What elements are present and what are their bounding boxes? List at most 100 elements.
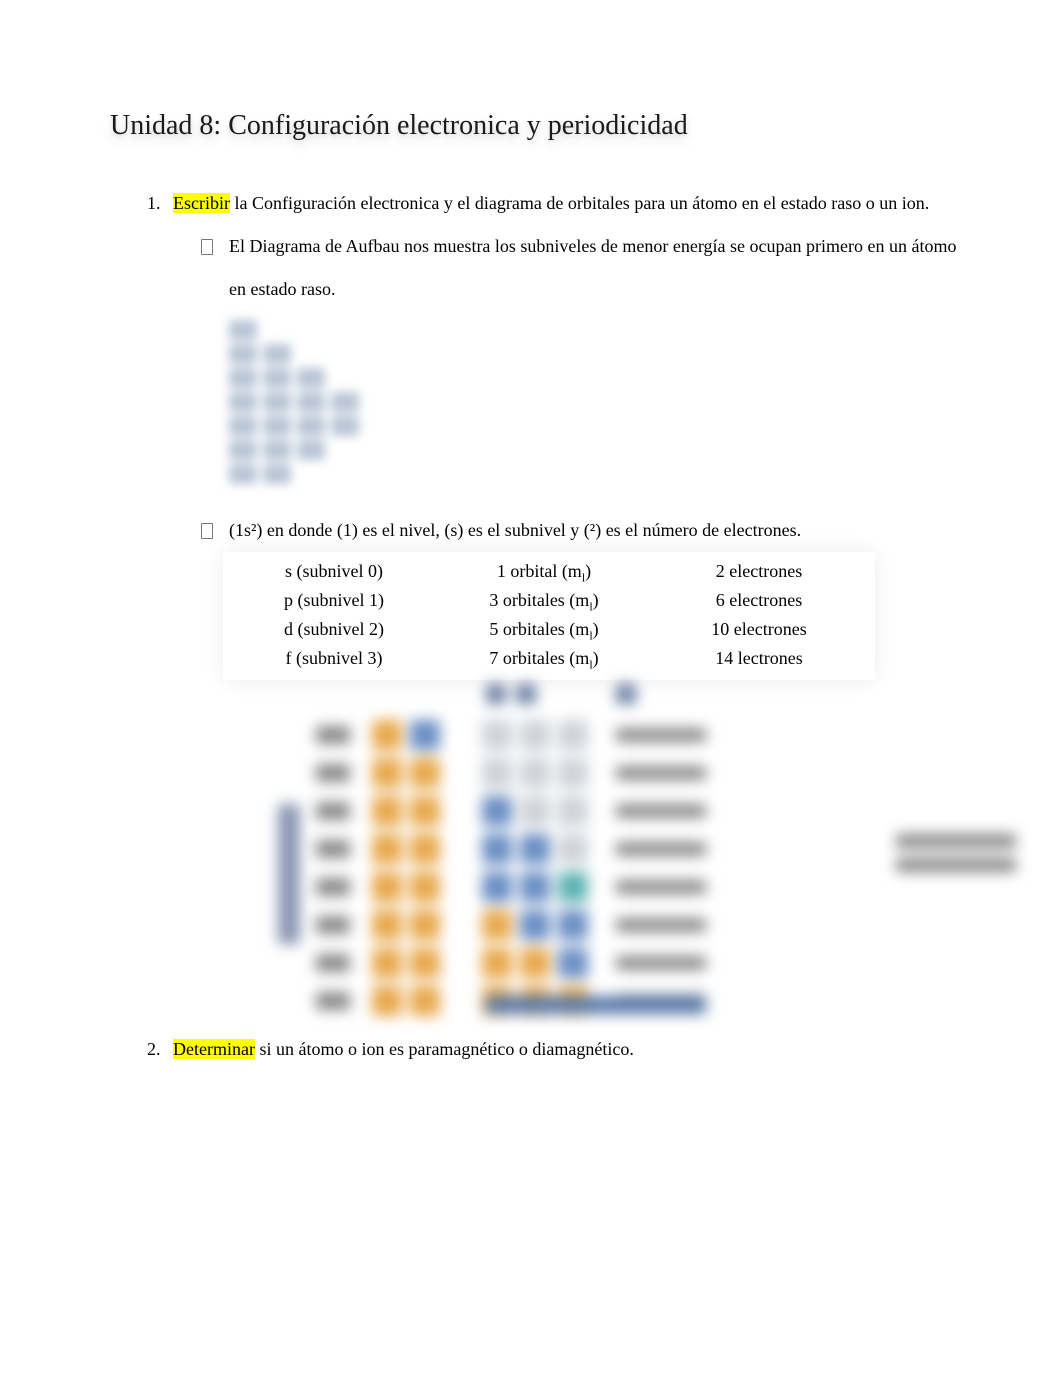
highlight-determinar: Determinar [173,1039,255,1059]
diagram-row [316,944,706,982]
table-cell-orbitales: 1 orbital (ml) [439,558,649,587]
table-row: d (subnivel 2)5 orbitales (ml)10 electro… [229,616,869,645]
diagram-cell [372,720,402,750]
diagram-row-label [316,878,350,896]
table-cell-orbitales: 5 orbitales (ml) [439,616,649,645]
header-square [516,684,536,704]
diagram-row [316,754,706,792]
aufbau-cell [229,416,257,436]
aufbau-cell [263,392,291,412]
aufbau-cell [229,464,257,484]
diagram-cell [520,796,550,826]
sub-bullet-list: El Diagrama de Aufbau nos muestra los su… [173,225,962,1014]
aufbau-cell [263,440,291,460]
diagram-cell [410,986,440,1016]
diagram-cell [410,948,440,978]
aufbau-row [229,392,399,414]
diagram-cell [410,796,440,826]
diagram-row-value [616,880,706,894]
aufbau-cell [263,416,291,436]
aufbau-row [229,416,399,438]
aufbau-cell [229,392,257,412]
diagram-cell [372,948,402,978]
aufbau-cell [263,464,291,484]
diagram-row-value [616,728,706,742]
aufbau-cell [297,440,325,460]
diagram-row [316,868,706,906]
document-page: Unidad 8: Configuración electronica y pe… [0,0,1062,1139]
aufbau-cell [229,320,257,340]
table-cell-electrones: 10 electrones [649,616,869,645]
diagram-cell [372,910,402,940]
table-cell-subnivel: p (subnivel 1) [229,587,439,616]
list-item-1: Escribir la Configuración electronica y … [165,182,962,1014]
page-title: Unidad 8: Configuración electronica y pe… [110,110,962,142]
diagram-cell [482,834,512,864]
diagram-row [316,830,706,868]
diagram-cell [558,720,588,750]
bullet-text-2: (1s²) en donde (1) es el nivel, (s) es e… [229,520,801,540]
sub-bullet-aufbau: El Diagrama de Aufbau nos muestra los su… [229,225,962,494]
diagram-cell [482,720,512,750]
diagram-legend [896,834,1016,882]
table-row: p (subnivel 1)3 orbitales (ml)6 electron… [229,587,869,616]
orbital-energy-diagram-image [316,684,876,1014]
table-cell-electrones: 2 electrones [649,558,869,587]
diagram-cell [482,872,512,902]
table-cell-subnivel: d (subnivel 2) [229,616,439,645]
diagram-row-label [316,726,350,744]
diagram-row-value [616,956,706,970]
numbered-list: Escribir la Configuración electronica y … [110,182,962,1071]
table-cell-electrones: 6 electrones [649,587,869,616]
table-cell-electrones: 14 lectrones [649,645,869,674]
item2-rest: si un átomo o ion es paramagnético o dia… [255,1039,634,1059]
diagram-row [316,716,706,754]
header-gap [546,684,606,704]
diagram-row-value [616,804,706,818]
aufbau-cell [263,368,291,388]
table-row: s (subnivel 0)1 orbital (ml)2 electrones [229,558,869,587]
table-cell-orbitales: 7 orbitales (ml) [439,645,649,674]
diagram-cell [372,758,402,788]
diagram-cell [482,796,512,826]
diagram-row-value [616,766,706,780]
diagram-row-label [316,764,350,782]
diagram-cell [372,872,402,902]
table-cell-subnivel: f (subnivel 3) [229,645,439,674]
aufbau-cell [229,440,257,460]
diagram-row-label [316,802,350,820]
diagram-cell [410,720,440,750]
table-cell-orbitales: 3 orbitales (ml) [439,587,649,616]
diagram-cell [372,986,402,1016]
aufbau-cell [297,368,325,388]
header-square [616,684,636,704]
aufbau-cell [229,368,257,388]
diagram-row-value [616,918,706,932]
diagram-row-label [316,840,350,858]
diagram-cell [520,948,550,978]
diagram-caption [486,996,706,1014]
diagram-cell [520,720,550,750]
diagram-cell [520,834,550,864]
diagram-cell [558,910,588,940]
aufbau-row [229,344,399,366]
diagram-cell [410,872,440,902]
aufbau-row [229,464,399,486]
diagram-cell [372,796,402,826]
aufbau-row [229,368,399,390]
diagram-cell [558,872,588,902]
diagram-row-label [316,954,350,972]
header-square [486,684,506,704]
diagram-cell [520,910,550,940]
table-row: f (subnivel 3)7 orbitales (ml)14 lectron… [229,645,869,674]
diagram-cell [520,758,550,788]
diagram-cell [482,758,512,788]
orbital-table: s (subnivel 0)1 orbital (ml)2 electrones… [229,558,869,674]
diagram-cell [482,948,512,978]
diagram-cell [558,834,588,864]
legend-line [896,858,1016,872]
aufbau-diagram-image [229,320,399,495]
diagram-cell [372,834,402,864]
aufbau-cell [331,416,359,436]
bullet-text-1: El Diagrama de Aufbau nos muestra los su… [229,236,956,299]
